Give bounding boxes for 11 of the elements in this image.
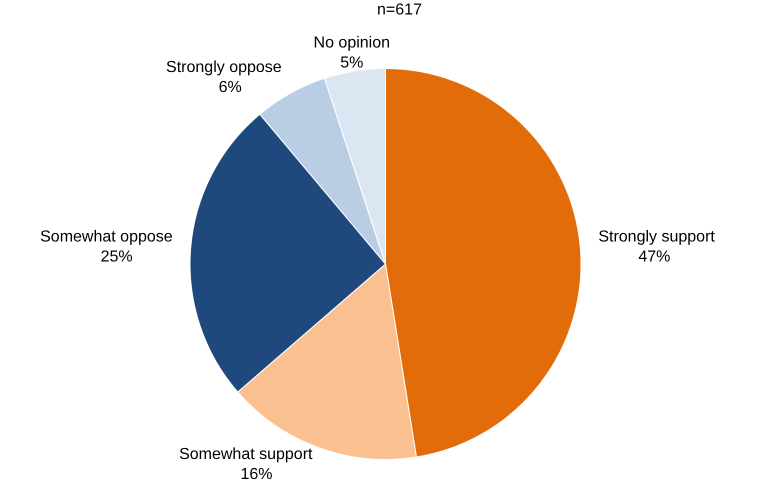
slice-label: No opinion (314, 34, 390, 52)
slice-label: Strongly oppose (166, 58, 282, 76)
slice-label: Strongly support (598, 228, 716, 246)
data-label: 16% (240, 466, 272, 484)
data-label: 25% (100, 248, 133, 266)
data-label: 5% (340, 54, 364, 72)
slice-label: Somewhat oppose (40, 228, 173, 246)
chart-title: n=617 (377, 1, 422, 18)
slice-label: Somewhat support (179, 446, 314, 464)
data-label: 47% (638, 248, 670, 266)
data-label: 6% (218, 78, 242, 96)
